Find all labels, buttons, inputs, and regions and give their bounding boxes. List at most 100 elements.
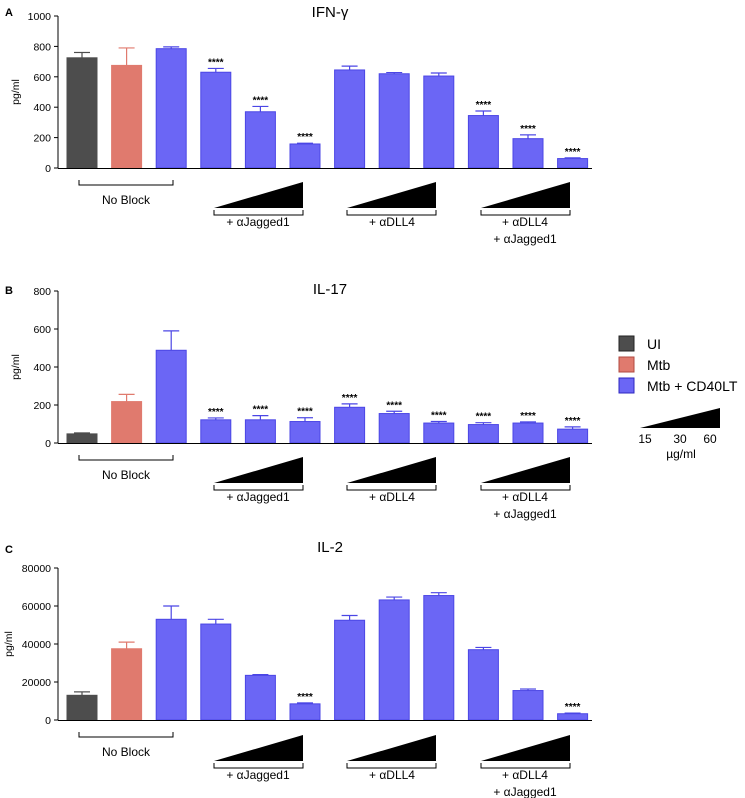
bars-a: **** **** **** **** **** **** (66, 46, 589, 169)
panel-a: A IFN-γ pg/ml **** **** **** **** **** **** 0… (5, 4, 592, 246)
combo-label-line2-a: + αJagged1 (493, 232, 557, 246)
y-tick-label: 400 (33, 102, 51, 114)
bar (155, 618, 187, 721)
bar (155, 48, 187, 169)
significance-label: **** (208, 407, 224, 418)
legend-label-mtb-cd40lt: Mtb + CD40LT (647, 378, 738, 394)
bar (512, 690, 544, 721)
no-block-label-c: No Block (102, 745, 151, 759)
dll4-label-a: + αDLL4 (369, 215, 415, 229)
combo-bracket-a (480, 210, 571, 216)
bars-c: **** **** (66, 592, 589, 721)
jagged-triangle-c (214, 735, 303, 761)
bar (334, 619, 366, 721)
significance-label: **** (297, 132, 313, 143)
bar (200, 623, 232, 721)
y-tick-label: 800 (33, 286, 51, 298)
jagged-triangle-a (214, 182, 303, 208)
bars-b: **** **** **** **** **** **** **** **** **** (66, 330, 589, 444)
jagged-bracket-c (213, 763, 304, 769)
y-tick-label: 0 (45, 438, 51, 450)
significance-label: **** (386, 400, 402, 411)
y-ticks-a: 0 200 400 600 800 1000 (28, 11, 58, 175)
bar (289, 421, 321, 444)
jagged-label-a: + αJagged1 (226, 215, 290, 229)
bar (512, 422, 544, 444)
significance-label: **** (253, 405, 269, 416)
significance-label: **** (253, 95, 269, 106)
bar (378, 413, 410, 444)
chart-title-c: IL-2 (317, 539, 343, 556)
bar (200, 71, 232, 169)
concentration-triangle (640, 408, 720, 428)
no-block-label-a: No Block (102, 193, 151, 207)
dll4-triangle-b (347, 457, 436, 483)
significance-label: **** (431, 411, 447, 422)
significance-label: **** (476, 100, 492, 111)
no-block-label-b: No Block (102, 468, 151, 482)
dll4-bracket-b (346, 485, 437, 491)
bar (378, 599, 410, 721)
y-tick-label: 800 (33, 41, 51, 53)
y-axis-label-c: pg/ml (3, 631, 15, 657)
bar (557, 713, 589, 721)
combo-label-line2-b: + αJagged1 (493, 507, 557, 521)
legend-swatch-ui (618, 335, 635, 352)
combo-label-line1-c: + αDLL4 (502, 768, 548, 782)
conc-unit: µg/ml (666, 447, 696, 461)
bar (423, 422, 455, 444)
legend-swatch-mtb-cd40lt (618, 377, 635, 394)
y-tick-label: 200 (33, 400, 51, 412)
bar (111, 401, 143, 444)
dll4-bracket-a (346, 210, 437, 216)
y-tick-label: 40000 (22, 639, 51, 651)
combo-label-line2-c: + αJagged1 (493, 785, 557, 798)
no-block-bracket-a (78, 180, 174, 186)
bar (334, 406, 366, 444)
y-tick-label: 20000 (22, 677, 51, 689)
y-axis-label-b: pg/ml (10, 354, 22, 380)
bar (66, 433, 98, 444)
panel-b: B IL-17 pg/ml **** **** **************** **… (5, 281, 592, 521)
combo-triangle-a (481, 182, 570, 208)
panel-label-c: C (5, 544, 13, 556)
bar (557, 428, 589, 444)
bar (66, 694, 98, 721)
bar (155, 349, 187, 444)
y-tick-label: 1000 (28, 11, 52, 23)
y-tick-label: 200 (33, 133, 51, 145)
combo-label-line1-a: + αDLL4 (502, 215, 548, 229)
dll4-triangle-c (347, 735, 436, 761)
y-ticks-b: 0 200 400 600 800 (33, 286, 58, 450)
y-tick-label: 80000 (22, 563, 51, 575)
panel-label-b: B (5, 285, 13, 297)
bar (378, 73, 410, 169)
conc-tick-60: 60 (703, 432, 717, 446)
significance-label: **** (520, 124, 536, 135)
y-ticks-c: 0 20000 40000 60000 80000 (22, 563, 58, 727)
bar (66, 57, 98, 169)
jagged-triangle-b (214, 457, 303, 483)
conc-tick-30: 30 (673, 432, 687, 446)
y-tick-label: 0 (45, 715, 51, 727)
bar (111, 64, 143, 169)
combo-triangle-c (481, 735, 570, 761)
bar (467, 424, 499, 444)
bar (557, 158, 589, 169)
significance-label: **** (297, 407, 313, 418)
bar (244, 674, 276, 721)
y-tick-label: 0 (45, 163, 51, 175)
chart-title-a: IFN-γ (312, 4, 349, 21)
significance-label: **** (297, 692, 313, 703)
significance-label: **** (208, 57, 224, 68)
legend: UI Mtb Mtb + CD40LT 15 30 60 µg/ml (618, 335, 738, 461)
significance-label: **** (565, 147, 581, 158)
significance-label: **** (342, 393, 358, 404)
bar (244, 111, 276, 169)
bar (423, 595, 455, 721)
dll4-triangle-a (347, 182, 436, 208)
panel-c: C IL-2 pg/ml **** **** 0 20000 40000 60000 80… (3, 539, 592, 798)
dll4-label-c: + αDLL4 (369, 768, 415, 782)
chart-title-b: IL-17 (313, 281, 347, 298)
